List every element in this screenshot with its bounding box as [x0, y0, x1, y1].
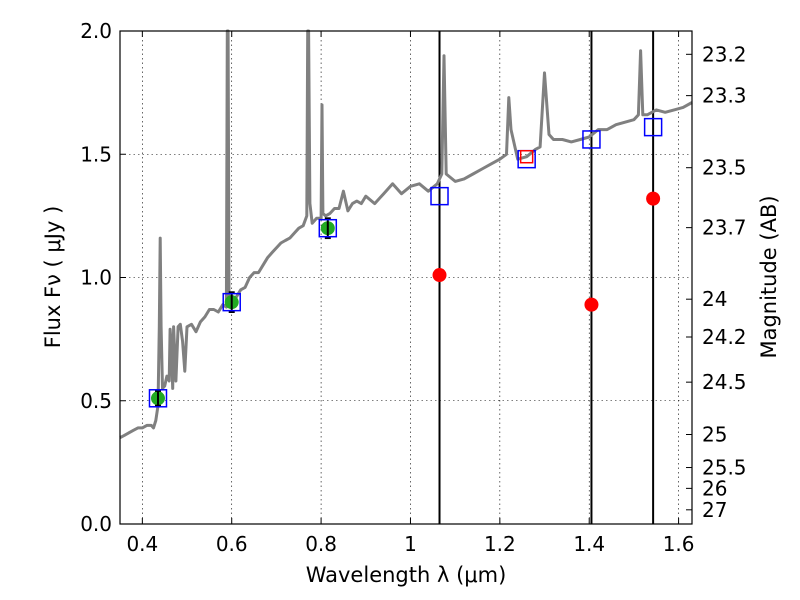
y2-tick-label: 23.5 — [702, 156, 747, 180]
series-group — [119, 29, 693, 440]
x-tick-label: 0.8 — [305, 532, 337, 556]
y2-tick-label: 24.5 — [702, 370, 747, 394]
y-tick-label: 0.5 — [80, 389, 112, 413]
x-tick-label: 1.2 — [484, 532, 516, 556]
grid — [120, 30, 692, 525]
data-point — [432, 268, 447, 283]
open-square-marker — [643, 117, 663, 137]
x-ticks: 0.4 0.6 0.8 1 1.2 1.4 1.6 — [126, 31, 695, 556]
y-ticks: 0.0 0.5 1.0 1.5 2.0 — [80, 19, 126, 536]
y-tick-label: 1.0 — [80, 266, 112, 290]
open-square-marker — [148, 389, 168, 408]
y2-tick-label: 25.5 — [702, 456, 747, 480]
x-tick-label: 1.6 — [663, 532, 695, 556]
data-point — [646, 191, 661, 206]
x-axis-label: Wavelength λ (μm) — [306, 563, 507, 587]
y2-axis-label: Magnitude (AB) — [757, 195, 781, 358]
open-square-marker — [430, 186, 449, 206]
spectrum-line — [119, 29, 693, 440]
y-tick-label: 2.0 — [80, 19, 112, 43]
x-tick-label: 1 — [404, 532, 417, 556]
y2-tick-label: 23.7 — [702, 216, 747, 240]
y2-tick-label: 23.2 — [702, 42, 747, 66]
x-tick-label: 0.6 — [216, 532, 248, 556]
y2-tick-label: 25 — [702, 423, 727, 447]
data-point — [584, 297, 599, 312]
open-square-marker — [582, 130, 601, 149]
y2-tick-label: 27 — [702, 498, 727, 522]
x-tick-label: 0.4 — [126, 532, 158, 556]
y2-tick-label: 23.3 — [702, 84, 747, 108]
open-square-marker — [318, 218, 338, 238]
y2-tick-label: 24.2 — [702, 325, 747, 349]
y-axis-label: Flux Fν ( μJy ) — [41, 206, 65, 349]
open-square-marker — [222, 292, 241, 312]
y-tick-label: 0.0 — [80, 512, 112, 536]
y-tick-label: 1.5 — [80, 142, 112, 166]
open-square-marker — [519, 149, 534, 164]
markers-group — [148, 117, 663, 408]
x-tick-label: 1.4 — [573, 532, 605, 556]
y2-tick-label: 26 — [702, 476, 727, 500]
y2-tick-label: 24 — [702, 287, 727, 311]
